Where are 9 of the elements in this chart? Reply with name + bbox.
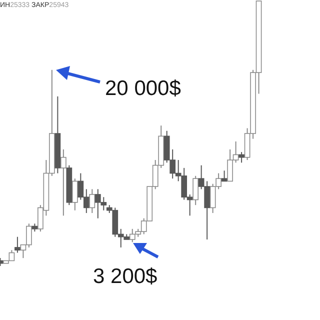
candlestick (192, 175, 199, 206)
annotation: 20 000$ (105, 77, 182, 100)
candlestick (89, 188, 96, 214)
annotation: 3 200$ (93, 265, 158, 288)
candlestick (60, 148, 66, 216)
candlestick (72, 178, 78, 211)
candlestick (221, 170, 228, 182)
candlestick (238, 152, 244, 164)
candlestick (14, 236, 20, 254)
